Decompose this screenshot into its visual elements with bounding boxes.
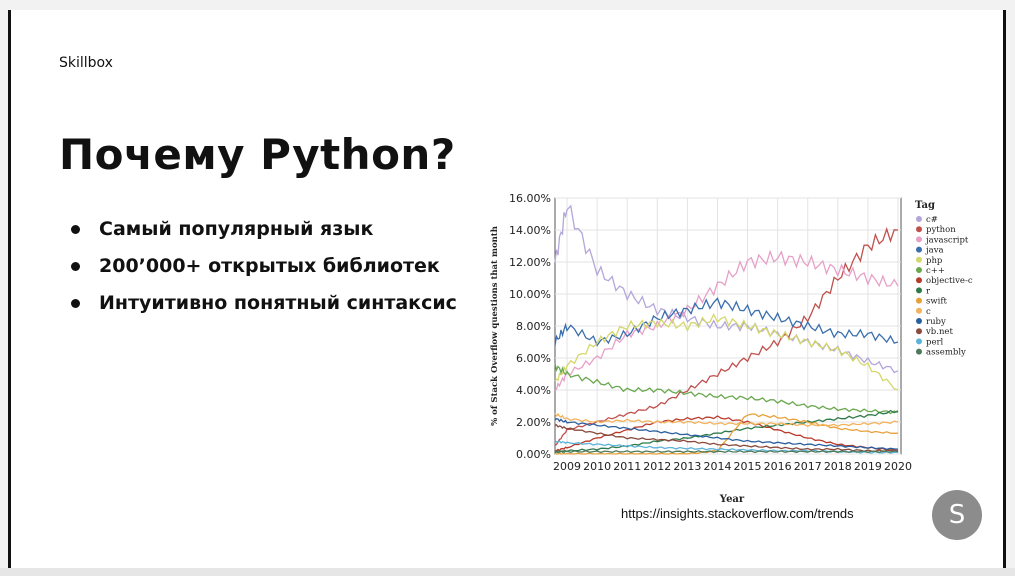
brand-logo: Skillbox: [59, 55, 113, 71]
legend-marker: [916, 318, 922, 324]
bullet-list: Самый популярный язык 200’000+ открытых …: [71, 215, 457, 326]
legend-marker: [916, 277, 922, 284]
legend-label: javascript: [925, 235, 969, 245]
x-tick-label: 2009: [553, 460, 581, 473]
series-line-javascript: [554, 249, 899, 392]
legend-label: c++: [926, 266, 945, 276]
y-tick-label: 10.00%: [509, 288, 551, 301]
series-line-ruby: [554, 417, 899, 451]
legend-label: c#: [926, 215, 938, 225]
x-tick-label: 2017: [794, 460, 822, 473]
legend-marker: [916, 287, 922, 294]
series-line-assembly: [554, 449, 899, 454]
x-tick-label: 2012: [643, 460, 671, 473]
x-tick-label: 2019: [854, 460, 882, 473]
bullet-item: 200’000+ открытых библиотек: [71, 252, 457, 289]
bullet-item: Интуитивно понятный синтаксис: [71, 289, 457, 326]
bottom-bar: [0, 568, 1015, 576]
x-axis-label: Year: [719, 494, 745, 505]
x-tick-label: 2015: [734, 460, 762, 473]
legend-marker: [916, 328, 922, 335]
legend-title: Tag: [915, 200, 935, 211]
slide-title: Почему Python?: [59, 130, 456, 179]
y-axis-label: % of Stack Overflow questions that month: [490, 226, 500, 426]
legend-marker: [916, 307, 922, 314]
chart-svg: 2009 2010 2011 2012 2013 2014 2015 2016 2017 2018…: [490, 192, 973, 505]
series-line-php: [554, 312, 899, 391]
y-tick-label: 4.00%: [516, 384, 551, 397]
legend-label: swift: [926, 297, 948, 307]
legend-label: objective-c: [926, 276, 973, 286]
x-tick-label: 2010: [583, 460, 611, 473]
x-tick-label: 2018: [824, 460, 852, 473]
legend-marker: [916, 246, 922, 253]
legend-label: vb.net: [925, 327, 953, 337]
legend-marker: [916, 216, 922, 222]
x-tick-label: 2014: [703, 460, 731, 473]
x-tick-label: 2011: [613, 460, 641, 473]
legend-label: r: [926, 286, 931, 296]
legend-label: assembly: [926, 348, 966, 358]
legend-label: python: [926, 225, 956, 235]
legend-label: php: [926, 256, 943, 266]
y-tick-label: 14.00%: [509, 224, 551, 237]
legend-label: java: [925, 246, 944, 256]
y-tick-label: 0.00%: [516, 448, 551, 461]
legend-marker: [916, 297, 922, 304]
series-line-java: [554, 297, 899, 347]
slide: Skillbox Почему Python? Самый популярный…: [8, 10, 1006, 568]
bullet-item: Самый популярный язык: [71, 215, 457, 252]
legend-label: perl: [926, 337, 944, 347]
series-line-c: [554, 412, 899, 427]
y-tick-label: 16.00%: [509, 192, 551, 205]
x-tick-label: 2020: [884, 460, 912, 473]
y-tick-label: 6.00%: [516, 352, 551, 365]
series-line-c-: [554, 363, 899, 415]
legend-marker: [916, 236, 922, 243]
series-line-r: [554, 409, 899, 454]
y-tick-label: 2.00%: [516, 416, 551, 429]
x-tick-label: 2016: [764, 460, 792, 473]
legend-marker: [916, 338, 922, 345]
y-tick-label: 12.00%: [509, 256, 551, 269]
source-link[interactable]: https://insights.stackoverflow.com/trend…: [621, 506, 854, 521]
legend-label: c: [926, 307, 931, 317]
legend-marker: [916, 267, 922, 273]
avatar[interactable]: S: [932, 490, 982, 540]
legend-marker: [916, 226, 922, 233]
series-line-vb-net: [554, 424, 899, 453]
y-tick-label: 8.00%: [516, 320, 551, 333]
legend-label: ruby: [926, 317, 946, 327]
trends-chart: 2009 2010 2011 2012 2013 2014 2015 2016 2017 2018…: [479, 182, 979, 522]
legend-marker: [916, 256, 922, 263]
x-tick-label: 2013: [673, 460, 701, 473]
series-line-objective-c: [554, 415, 899, 452]
series-line-c-: [554, 204, 899, 374]
legend-marker: [916, 348, 922, 355]
